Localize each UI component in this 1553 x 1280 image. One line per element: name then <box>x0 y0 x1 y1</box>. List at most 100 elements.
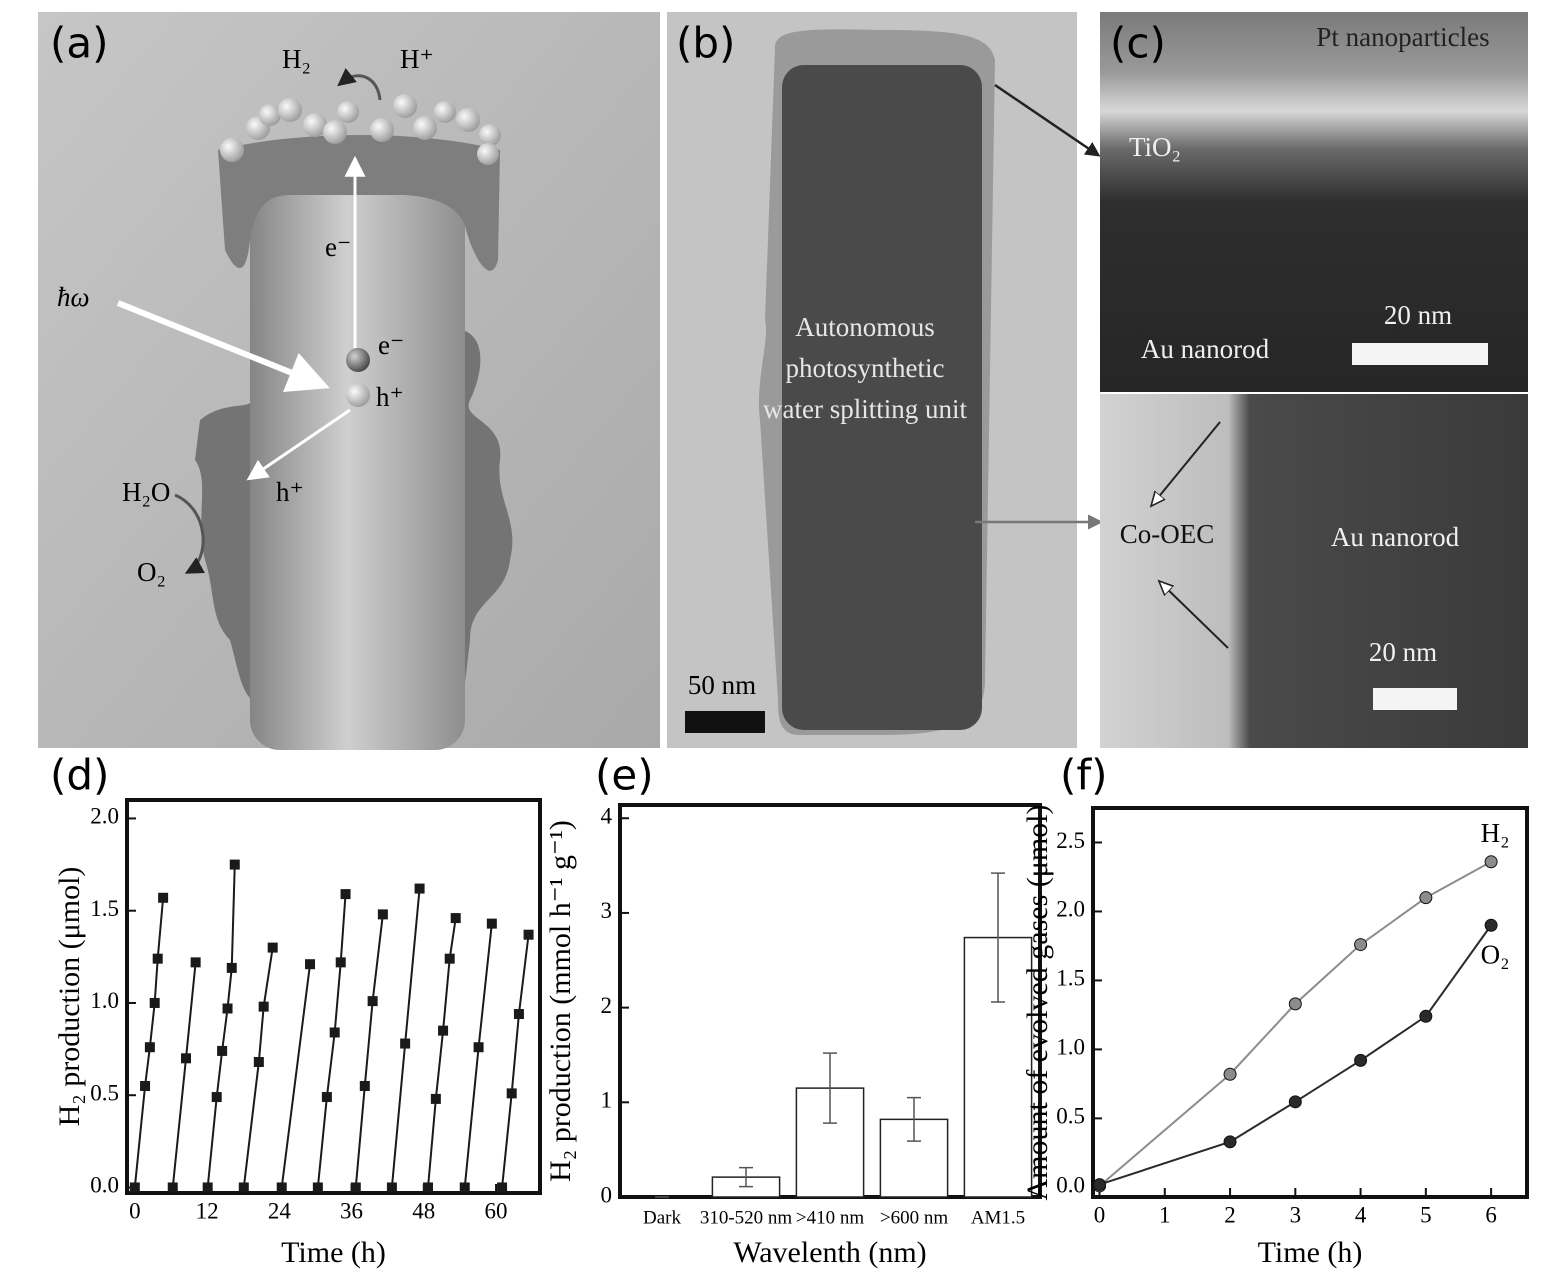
marker <box>253 1057 264 1067</box>
x-tick-label: 48 <box>412 1198 435 1223</box>
x-tick-label: 5 <box>1420 1202 1432 1227</box>
pointer-arrow <box>1160 582 1229 649</box>
marker <box>497 1182 508 1193</box>
marker <box>367 996 378 1007</box>
marker <box>450 913 461 924</box>
marker <box>181 1053 191 1064</box>
plot-frame <box>1091 806 1529 1199</box>
panel-b: (b) Autonomous photosynthetic water spli… <box>667 12 1103 748</box>
marker <box>506 1088 517 1099</box>
marker <box>359 1080 370 1091</box>
x-tick-label: 12 <box>196 1198 219 1223</box>
marker <box>335 957 346 968</box>
error-bar <box>823 1052 837 1124</box>
marker <box>229 859 240 870</box>
marker <box>459 1182 470 1193</box>
pointer-arrow <box>1152 421 1221 505</box>
x-tick-label: AM1.5 <box>971 1207 1025 1228</box>
y-tick-label: 2.5 <box>1056 828 1085 853</box>
x-axis-label: Time (h) <box>1258 1236 1363 1269</box>
label: H⁺ <box>400 44 434 74</box>
y-tick-label: 2 <box>601 993 613 1018</box>
y-tick-label: 0.0 <box>90 1173 119 1198</box>
panel-label: (b) <box>676 19 735 68</box>
caption-line: water splitting unit <box>763 394 967 424</box>
caption-line: photosynthetic <box>786 353 945 383</box>
marker <box>486 918 497 929</box>
tio2-cap <box>218 135 500 271</box>
label: H₂ <box>282 44 311 74</box>
x-tick-label: 60 <box>485 1198 508 1223</box>
marker <box>430 1093 441 1104</box>
marker <box>1419 891 1433 905</box>
series-label: H₂ <box>1481 818 1510 848</box>
x-tick-label: 3 <box>1290 1202 1302 1227</box>
marker <box>329 1027 340 1038</box>
scale-label: 50 nm <box>688 670 756 700</box>
x-tick-label: 0 <box>129 1198 141 1223</box>
photon-arrow <box>116 300 330 392</box>
x-tick-label: 4 <box>1355 1202 1367 1227</box>
label: h⁺ <box>276 477 304 507</box>
x-tick-label: >410 nm <box>796 1207 864 1228</box>
scale-label: 20 nm <box>1369 637 1437 667</box>
panel-label: (c) <box>1110 19 1166 68</box>
marker <box>523 929 534 940</box>
y-tick-label: 4 <box>601 804 613 829</box>
plot-frame <box>125 798 542 1195</box>
panel-a: (a) H₂ H⁺ e⁻ ħω e⁻ h⁺ H₂O h⁺ O₂ <box>38 12 660 750</box>
x-axis-label: Wavelenth (nm) <box>733 1236 926 1269</box>
label: H₂O <box>122 477 170 507</box>
electron <box>346 348 370 372</box>
marker <box>158 892 169 903</box>
series-line <box>1098 860 1492 1187</box>
label: TiO₂ <box>1129 132 1181 162</box>
y-tick-label: 0.5 <box>1056 1104 1085 1129</box>
caption-line: Autonomous <box>795 312 935 342</box>
marker <box>258 1001 269 1012</box>
x-tick-label: 0 <box>1094 1202 1106 1227</box>
error-bar <box>907 1096 921 1142</box>
marker <box>149 997 160 1008</box>
marker <box>1484 918 1498 932</box>
marker <box>1419 1009 1433 1023</box>
marker <box>152 953 163 964</box>
scale-bar <box>1352 343 1488 365</box>
marker <box>473 1042 484 1053</box>
panel-c: (c) Pt nanoparticles TiO₂ 20 nm Au nanor… <box>1100 12 1528 748</box>
label: ħω <box>57 282 90 312</box>
pointer-arrow <box>994 83 1101 157</box>
marker <box>1354 1053 1368 1067</box>
x-tick-label: >600 nm <box>880 1207 948 1228</box>
y-axis-label: Amount of evolved gases (μmol) <box>1021 804 1054 1200</box>
marker <box>423 1182 434 1193</box>
panel-background <box>1100 12 1528 392</box>
marker <box>321 1092 332 1103</box>
y-tick-label: 1.0 <box>1056 1035 1085 1060</box>
marker <box>1484 855 1498 869</box>
marker <box>305 959 316 970</box>
series-label: O₂ <box>1481 939 1510 969</box>
y-axis-label: H₂ production (mmol h⁻¹ g⁻¹) <box>544 820 577 1182</box>
marker <box>267 942 278 953</box>
panel-label: (e) <box>595 751 654 800</box>
marker <box>1288 1095 1302 1109</box>
y-tick-label: 0 <box>601 1182 613 1207</box>
marker <box>1223 1067 1237 1081</box>
marker <box>513 1009 524 1020</box>
au-nanorod <box>782 65 982 730</box>
y-tick-label: 2.0 <box>1056 897 1085 922</box>
water-arrow <box>174 493 205 574</box>
error-bar <box>991 872 1005 1003</box>
marker <box>226 962 237 973</box>
series-line <box>1099 924 1492 1186</box>
panel-background <box>1100 394 1528 748</box>
marker <box>276 1182 287 1193</box>
y-tick-label: 0.5 <box>90 1080 119 1105</box>
scale-bar <box>1373 688 1457 710</box>
label: Au nanorod <box>1141 334 1270 364</box>
marker <box>444 953 455 964</box>
marker <box>1288 997 1302 1011</box>
x-tick-label: Dark <box>643 1207 681 1228</box>
